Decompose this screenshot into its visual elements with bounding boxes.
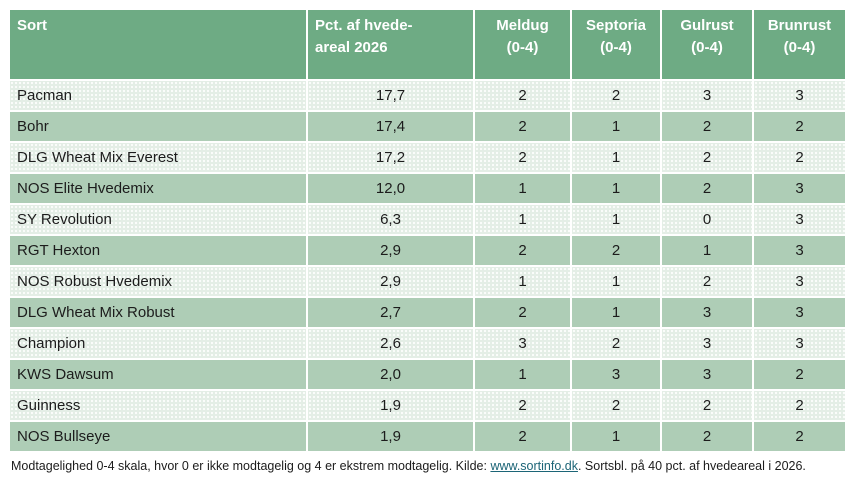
column-header-pct-areal: Pct. af hvede- areal 2026 <box>306 8 475 81</box>
table-row: Champion 2,6 3 2 3 3 <box>8 327 847 360</box>
value-cell: 3 <box>660 327 754 360</box>
table-row: DLG Wheat Mix Robust 2,7 2 1 3 3 <box>8 296 847 329</box>
value-cell: 17,2 <box>306 141 475 174</box>
column-header-sort: Sort <box>8 8 308 81</box>
column-header-brunrust: Brunrust (0-4) <box>752 8 847 81</box>
value-cell: 0 <box>660 203 754 236</box>
value-cell: 2 <box>752 420 847 453</box>
value-cell: 1 <box>570 203 662 236</box>
value-cell: 2 <box>752 389 847 422</box>
footnote-text-before-link: Modtagelighed 0-4 skala, hvor 0 er ikke … <box>11 459 491 473</box>
value-cell: 3 <box>752 203 847 236</box>
value-cell: 2 <box>660 110 754 143</box>
table-row: NOS Bullseye 1,9 2 1 2 2 <box>8 420 847 453</box>
value-cell: 2,0 <box>306 358 475 391</box>
value-cell: 3 <box>752 296 847 329</box>
variety-name-cell: DLG Wheat Mix Everest <box>8 141 308 174</box>
variety-name-cell: Pacman <box>8 79 308 112</box>
value-cell: 1 <box>473 358 572 391</box>
variety-name-cell: NOS Elite Hvedemix <box>8 172 308 205</box>
variety-name-cell: KWS Dawsum <box>8 358 308 391</box>
value-cell: 3 <box>660 79 754 112</box>
value-cell: 1 <box>570 110 662 143</box>
value-cell: 1 <box>570 420 662 453</box>
value-cell: 2 <box>473 79 572 112</box>
value-cell: 2 <box>660 420 754 453</box>
value-cell: 1 <box>570 141 662 174</box>
variety-name-cell: Guinness <box>8 389 308 422</box>
variety-name-cell: RGT Hexton <box>8 234 308 267</box>
table-row: Pacman 17,7 2 2 3 3 <box>8 79 847 112</box>
value-cell: 2 <box>473 296 572 329</box>
value-cell: 1,9 <box>306 389 475 422</box>
value-cell: 1 <box>473 203 572 236</box>
value-cell: 1 <box>473 265 572 298</box>
table-row: NOS Elite Hvedemix 12,0 1 1 2 3 <box>8 172 847 205</box>
value-cell: 1 <box>570 265 662 298</box>
value-cell: 2 <box>660 389 754 422</box>
wheat-variety-table: Sort Pct. af hvede- areal 2026 Meldug (0… <box>8 8 847 453</box>
value-cell: 17,4 <box>306 110 475 143</box>
value-cell: 2 <box>473 420 572 453</box>
value-cell: 3 <box>752 172 847 205</box>
value-cell: 3 <box>473 327 572 360</box>
column-header-meldug: Meldug (0-4) <box>473 8 572 81</box>
value-cell: 17,7 <box>306 79 475 112</box>
value-cell: 12,0 <box>306 172 475 205</box>
value-cell: 2 <box>752 358 847 391</box>
value-cell: 3 <box>752 265 847 298</box>
footnote-text-after-link: . Sortsbl. på 40 pct. af hvedeareal i 20… <box>577 459 806 473</box>
table-row: KWS Dawsum 2,0 1 3 3 2 <box>8 358 847 391</box>
value-cell: 3 <box>752 327 847 360</box>
variety-name-cell: NOS Bullseye <box>8 420 308 453</box>
value-cell: 1 <box>660 234 754 267</box>
value-cell: 2 <box>570 234 662 267</box>
table-row: Bohr 17,4 2 1 2 2 <box>8 110 847 143</box>
value-cell: 1,9 <box>306 420 475 453</box>
value-cell: 2 <box>473 110 572 143</box>
sortinfo-link[interactable]: www.sortinfo.dk <box>490 459 578 473</box>
column-header-septoria: Septoria (0-4) <box>570 8 662 81</box>
table-row: Guinness 1,9 2 2 2 2 <box>8 389 847 422</box>
table-row: NOS Robust Hvedemix 2,9 1 1 2 3 <box>8 265 847 298</box>
variety-name-cell: Champion <box>8 327 308 360</box>
value-cell: 2 <box>570 389 662 422</box>
variety-name-cell: NOS Robust Hvedemix <box>8 265 308 298</box>
variety-name-cell: Bohr <box>8 110 308 143</box>
variety-name-cell: SY Revolution <box>8 203 308 236</box>
value-cell: 2,9 <box>306 234 475 267</box>
value-cell: 3 <box>752 79 847 112</box>
value-cell: 6,3 <box>306 203 475 236</box>
value-cell: 3 <box>570 358 662 391</box>
value-cell: 2 <box>660 141 754 174</box>
value-cell: 1 <box>473 172 572 205</box>
value-cell: 2,7 <box>306 296 475 329</box>
value-cell: 2 <box>570 79 662 112</box>
value-cell: 1 <box>570 296 662 329</box>
variety-name-cell: DLG Wheat Mix Robust <box>8 296 308 329</box>
table-row: SY Revolution 6,3 1 1 0 3 <box>8 203 847 236</box>
value-cell: 2,9 <box>306 265 475 298</box>
table-body: Pacman 17,7 2 2 3 3 Bohr 17,4 2 1 2 2 DLG Wheat Mix … <box>8 79 847 453</box>
value-cell: 2 <box>473 234 572 267</box>
value-cell: 2 <box>752 141 847 174</box>
value-cell: 2 <box>660 172 754 205</box>
table-row: RGT Hexton 2,9 2 2 1 3 <box>8 234 847 267</box>
header-row: Sort Pct. af hvede- areal 2026 Meldug (0… <box>8 8 847 81</box>
table-row: DLG Wheat Mix Everest 17,2 2 1 2 2 <box>8 141 847 174</box>
value-cell: 2,6 <box>306 327 475 360</box>
value-cell: 2 <box>570 327 662 360</box>
value-cell: 2 <box>660 265 754 298</box>
value-cell: 3 <box>752 234 847 267</box>
value-cell: 2 <box>473 141 572 174</box>
value-cell: 2 <box>473 389 572 422</box>
footnote: Modtagelighed 0-4 skala, hvor 0 er ikke … <box>8 459 845 474</box>
column-header-gulrust: Gulrust (0-4) <box>660 8 754 81</box>
value-cell: 3 <box>660 296 754 329</box>
value-cell: 1 <box>570 172 662 205</box>
value-cell: 2 <box>752 110 847 143</box>
value-cell: 3 <box>660 358 754 391</box>
